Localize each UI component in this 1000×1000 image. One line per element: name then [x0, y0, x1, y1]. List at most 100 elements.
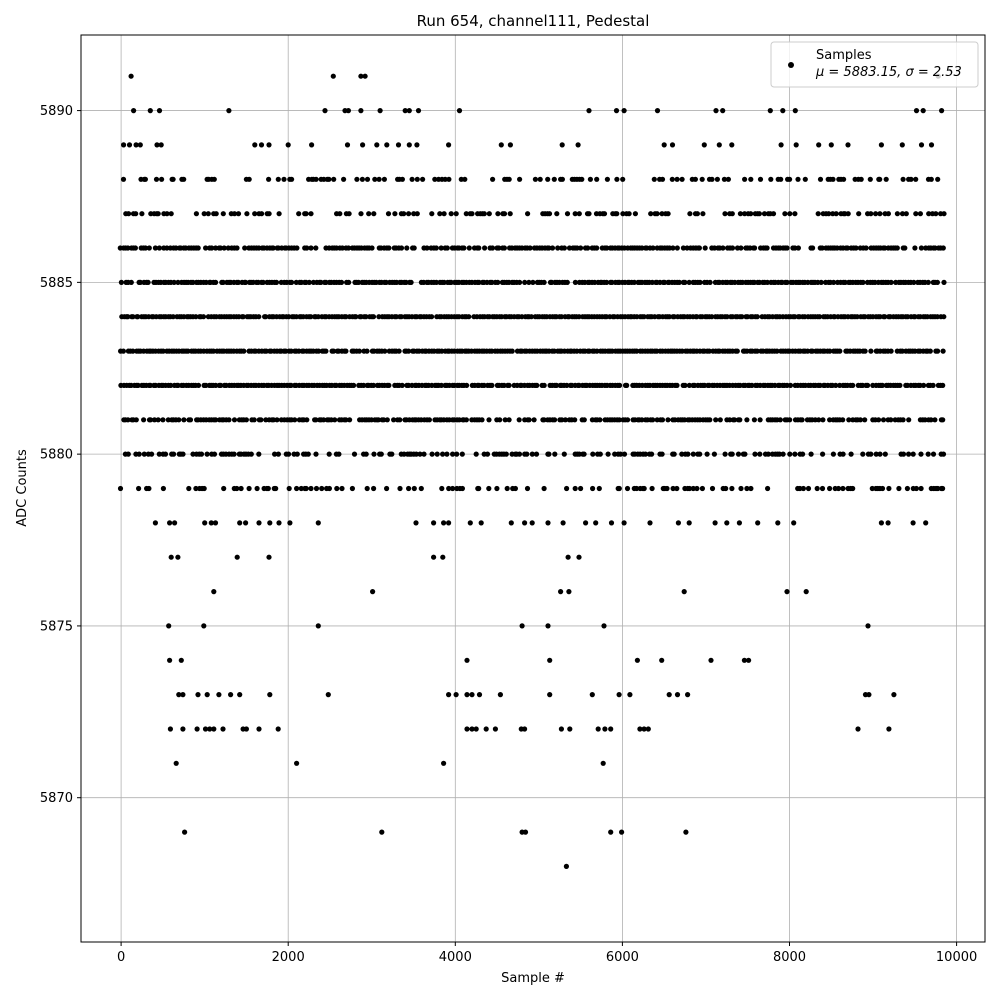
data-point: [545, 176, 551, 182]
data-point: [386, 382, 392, 388]
data-point: [446, 176, 452, 182]
data-point: [517, 176, 523, 182]
data-point: [722, 211, 728, 217]
data-point: [918, 485, 924, 492]
data-point: [361, 382, 367, 388]
data-point: [754, 348, 760, 354]
data-point: [932, 417, 938, 423]
data-point: [364, 485, 370, 492]
data-point: [152, 520, 158, 526]
chart-title: Run 654, channel111, Pedestal: [417, 12, 650, 30]
data-point: [780, 451, 786, 457]
data-point: [686, 382, 693, 388]
data-point: [634, 485, 640, 492]
data-point: [935, 176, 941, 182]
data-point: [873, 451, 879, 457]
data-point: [787, 211, 793, 217]
data-point: [608, 520, 615, 526]
data-point: [619, 829, 625, 835]
data-point: [934, 279, 941, 285]
data-point: [576, 554, 582, 560]
data-point: [744, 485, 750, 492]
data-point: [181, 417, 187, 423]
data-point: [877, 211, 883, 217]
data-point: [146, 485, 152, 492]
data-point: [175, 554, 181, 560]
data-point: [564, 211, 571, 217]
data-point: [133, 211, 139, 217]
data-point: [736, 520, 743, 526]
data-point: [399, 382, 405, 388]
data-point: [729, 211, 735, 217]
data-point: [246, 485, 252, 492]
data-point: [560, 520, 566, 526]
data-point: [731, 417, 738, 423]
data-point: [294, 485, 300, 492]
data-point: [136, 485, 142, 492]
data-point: [404, 245, 410, 251]
data-point: [406, 348, 412, 354]
data-point: [397, 485, 403, 492]
data-point: [833, 211, 839, 217]
data-point: [940, 382, 946, 388]
data-point: [868, 211, 874, 217]
data-point: [202, 726, 209, 732]
data-point: [624, 382, 630, 388]
data-point: [201, 485, 207, 492]
data-point: [708, 657, 714, 663]
data-point: [391, 417, 397, 423]
data-point: [358, 211, 364, 217]
data-point: [160, 417, 166, 423]
data-point: [401, 211, 407, 217]
data-point: [687, 211, 693, 217]
data-point: [659, 451, 665, 457]
data-point: [211, 451, 218, 457]
data-point: [234, 485, 240, 492]
data-point: [878, 142, 885, 148]
data-point: [289, 176, 295, 182]
data-point: [764, 279, 771, 285]
data-point: [526, 279, 532, 285]
data-point: [473, 726, 479, 732]
data-point: [242, 245, 248, 251]
data-point: [561, 245, 568, 251]
data-point: [802, 176, 808, 182]
data-point: [840, 451, 846, 457]
data-point: [775, 520, 781, 526]
data-point: [526, 417, 532, 423]
data-point: [940, 245, 946, 251]
data-point: [694, 485, 700, 492]
data-point: [469, 726, 475, 732]
data-point: [509, 348, 515, 354]
data-point: [564, 382, 570, 388]
data-point: [547, 692, 553, 698]
data-point: [172, 520, 178, 526]
data-point: [173, 760, 179, 766]
data-point: [256, 726, 262, 732]
data-point: [648, 211, 654, 217]
data-point: [621, 108, 627, 114]
data-point: [701, 142, 707, 148]
data-point: [578, 485, 584, 492]
data-point: [168, 382, 174, 388]
data-point: [484, 451, 491, 457]
data-point: [170, 314, 176, 320]
y-tick-label: 5885: [40, 276, 73, 291]
data-point: [709, 176, 715, 182]
data-point: [862, 417, 868, 423]
data-point: [334, 485, 340, 492]
data-point: [131, 108, 137, 114]
data-point: [275, 451, 281, 457]
data-point: [378, 451, 384, 457]
data-point: [865, 623, 871, 629]
data-point: [685, 451, 691, 457]
y-axis-label: ADC Counts: [15, 449, 30, 527]
data-point: [180, 692, 186, 698]
data-point: [213, 279, 219, 285]
data-point: [446, 692, 452, 698]
data-point: [441, 211, 447, 217]
data-point: [882, 314, 888, 320]
data-point: [941, 314, 947, 320]
data-point: [782, 211, 788, 217]
data-point: [697, 279, 703, 285]
